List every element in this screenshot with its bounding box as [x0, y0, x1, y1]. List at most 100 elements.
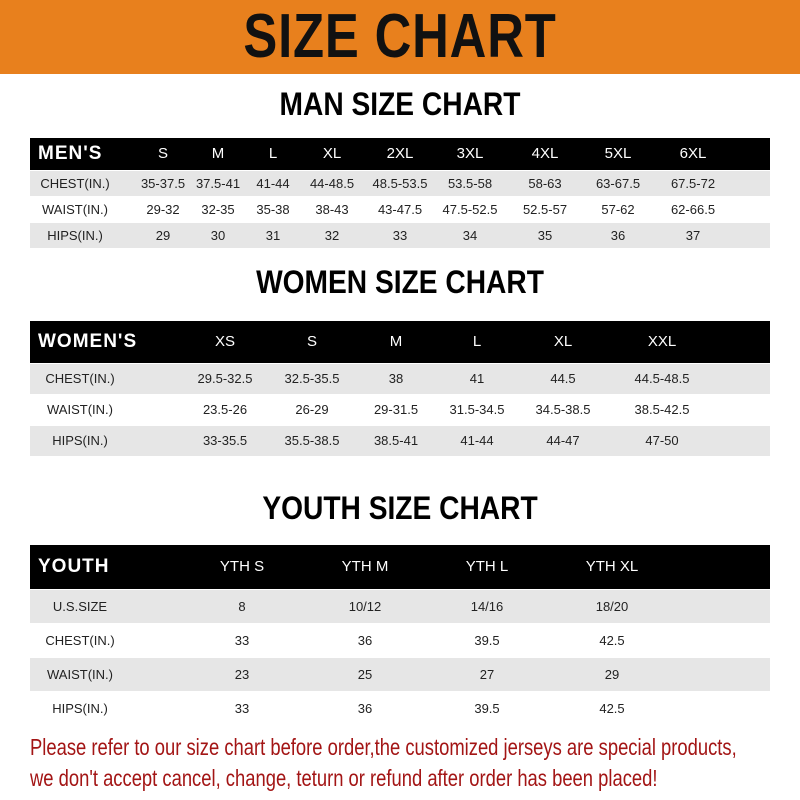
measurement-cell: 42.5	[599, 701, 625, 716]
measurement-cell: 42.5	[599, 633, 625, 648]
size-column-header: XXL	[647, 333, 677, 350]
size-column-header: 3XL	[456, 145, 484, 162]
measurement-cell: 35.5-38.5	[284, 433, 340, 448]
youth-size-table: YOUTH YTH S YTH M YTH L YTH XL U.S.SIZE 8 10/12…	[30, 545, 770, 726]
size-column-header: M	[389, 333, 403, 350]
measurement-cell: 41-44	[460, 433, 494, 448]
measurement-cell: 35-37.5	[140, 176, 186, 191]
row-label: CHEST(IN.)	[45, 633, 115, 648]
measurement-cell: 29.5-32.5	[197, 371, 253, 386]
footer-notice-line-1: Please refer to our size chart before or…	[30, 734, 737, 760]
measurement-cell: 14/16	[470, 599, 504, 614]
row-label: WAIST(IN.)	[47, 667, 113, 682]
footer-notice-line-2: we don't accept cancel, change, teturn o…	[30, 765, 658, 791]
size-column-header: 4XL	[531, 145, 559, 162]
measurement-cell: 63-67.5	[595, 176, 641, 191]
measurement-cell: 29-32	[146, 202, 180, 217]
women-corner-label: WOMEN'S	[38, 331, 138, 352]
size-column-header: XL	[322, 145, 342, 162]
measurement-cell: 25	[357, 667, 373, 682]
women-size-table: WOMEN'S XS S M L XL XXL CHEST(IN.) 29.5-32.5 32.5…	[30, 321, 770, 457]
measurement-cell: 67.5-72	[670, 176, 716, 191]
table-row: CHEST(IN.) 33 36 39.5 42.5	[30, 624, 770, 657]
page-title: SIZE CHART	[243, 2, 557, 71]
measurement-cell: 35	[537, 228, 553, 243]
measurement-cell: 23.5-26	[202, 402, 248, 417]
table-row: CHEST(IN.) 29.5-32.5 32.5-35.5 38 41 44.5 44.5…	[30, 364, 770, 394]
row-label: HIPS(IN.)	[47, 228, 103, 243]
measurement-cell: 62-66.5	[670, 202, 716, 217]
measurement-cell: 26-29	[295, 402, 329, 417]
measurement-cell: 41	[469, 371, 485, 386]
youth-header-row: YOUTH YTH S YTH M YTH L YTH XL	[30, 545, 770, 589]
women-header-row: WOMEN'S XS S M L XL XXL	[30, 321, 770, 363]
measurement-cell: 58-63	[528, 176, 562, 191]
size-column-header: M	[211, 145, 225, 162]
table-row: HIPS(IN.) 33 36 39.5 42.5	[30, 692, 770, 725]
measurement-cell: 44-48.5	[309, 176, 355, 191]
table-row: WAIST(IN.) 23.5-26 26-29 29-31.5 31.5-34.5 34…	[30, 395, 770, 425]
measurement-cell: 41-44	[256, 176, 290, 191]
size-column-header: YTH M	[341, 558, 389, 575]
size-column-header: S	[157, 145, 169, 162]
measurement-cell: 33	[234, 701, 250, 716]
row-label: CHEST(IN.)	[40, 176, 110, 191]
size-column-header: YTH L	[465, 558, 509, 575]
measurement-cell: 10/12	[348, 599, 382, 614]
measurement-cell: 27	[479, 667, 495, 682]
measurement-cell: 38	[388, 371, 404, 386]
measurement-cell: 36	[610, 228, 626, 243]
measurement-cell: 34	[462, 228, 478, 243]
measurement-cell: 33-35.5	[202, 433, 248, 448]
size-column-header: YTH XL	[585, 558, 639, 575]
title-banner: SIZE CHART	[0, 0, 800, 74]
measurement-cell: 48.5-53.5	[372, 176, 428, 191]
measurement-cell: 32-35	[201, 202, 235, 217]
table-row: CHEST(IN.) 35-37.5 37.5-41 41-44 44-48.5 48.5…	[30, 171, 770, 196]
measurement-cell: 36	[357, 701, 373, 716]
measurement-cell: 18/20	[595, 599, 629, 614]
measurement-cell: 39.5	[474, 633, 500, 648]
measurement-cell: 29	[604, 667, 620, 682]
measurement-cell: 30	[210, 228, 226, 243]
measurement-cell: 29-31.5	[373, 402, 419, 417]
measurement-cell: 52.5-57	[522, 202, 568, 217]
size-column-header: 5XL	[604, 145, 632, 162]
men-header-row: MEN'S S M L XL 2XL 3XL 4XL 5XL 6XL	[30, 138, 770, 170]
measurement-cell: 32.5-35.5	[284, 371, 340, 386]
measurement-cell: 23	[234, 667, 250, 682]
measurement-cell: 44.5	[550, 371, 576, 386]
women-section-title: WOMEN SIZE CHART	[256, 264, 544, 300]
measurement-cell: 44.5-48.5	[634, 371, 690, 386]
measurement-cell: 33	[392, 228, 408, 243]
measurement-cell: 34.5-38.5	[535, 402, 591, 417]
size-column-header: 2XL	[386, 145, 414, 162]
measurement-cell: 39.5	[474, 701, 500, 716]
measurement-cell: 37.5-41	[195, 176, 241, 191]
table-row: WAIST(IN.) 29-32 32-35 35-38 38-43 43-47.5 47.…	[30, 197, 770, 222]
size-column-header: 6XL	[679, 145, 707, 162]
measurement-cell: 35-38	[256, 202, 290, 217]
size-column-header: S	[306, 333, 318, 350]
measurement-cell: 53.5-58	[447, 176, 493, 191]
row-label: HIPS(IN.)	[52, 701, 108, 716]
row-label: HIPS(IN.)	[52, 433, 108, 448]
measurement-cell: 8	[238, 599, 246, 614]
men-corner-label: MEN'S	[38, 143, 103, 164]
row-label: CHEST(IN.)	[45, 371, 115, 386]
measurement-cell: 38-43	[315, 202, 349, 217]
size-column-header: XS	[214, 333, 236, 350]
measurement-cell: 33	[234, 633, 250, 648]
row-label: WAIST(IN.)	[47, 402, 113, 417]
size-column-header: YTH S	[219, 558, 265, 575]
row-label: U.S.SIZE	[52, 599, 108, 614]
measurement-cell: 36	[357, 633, 373, 648]
measurement-cell: 57-62	[601, 202, 635, 217]
measurement-cell: 47.5-52.5	[442, 202, 498, 217]
measurement-cell: 38.5-41	[373, 433, 419, 448]
size-column-header: XL	[553, 333, 573, 350]
table-row: WAIST(IN.) 23 25 27 29	[30, 658, 770, 691]
measurement-cell: 47-50	[645, 433, 679, 448]
measurement-cell: 29	[155, 228, 171, 243]
table-row: U.S.SIZE 8 10/12 14/16 18/20	[30, 590, 770, 623]
